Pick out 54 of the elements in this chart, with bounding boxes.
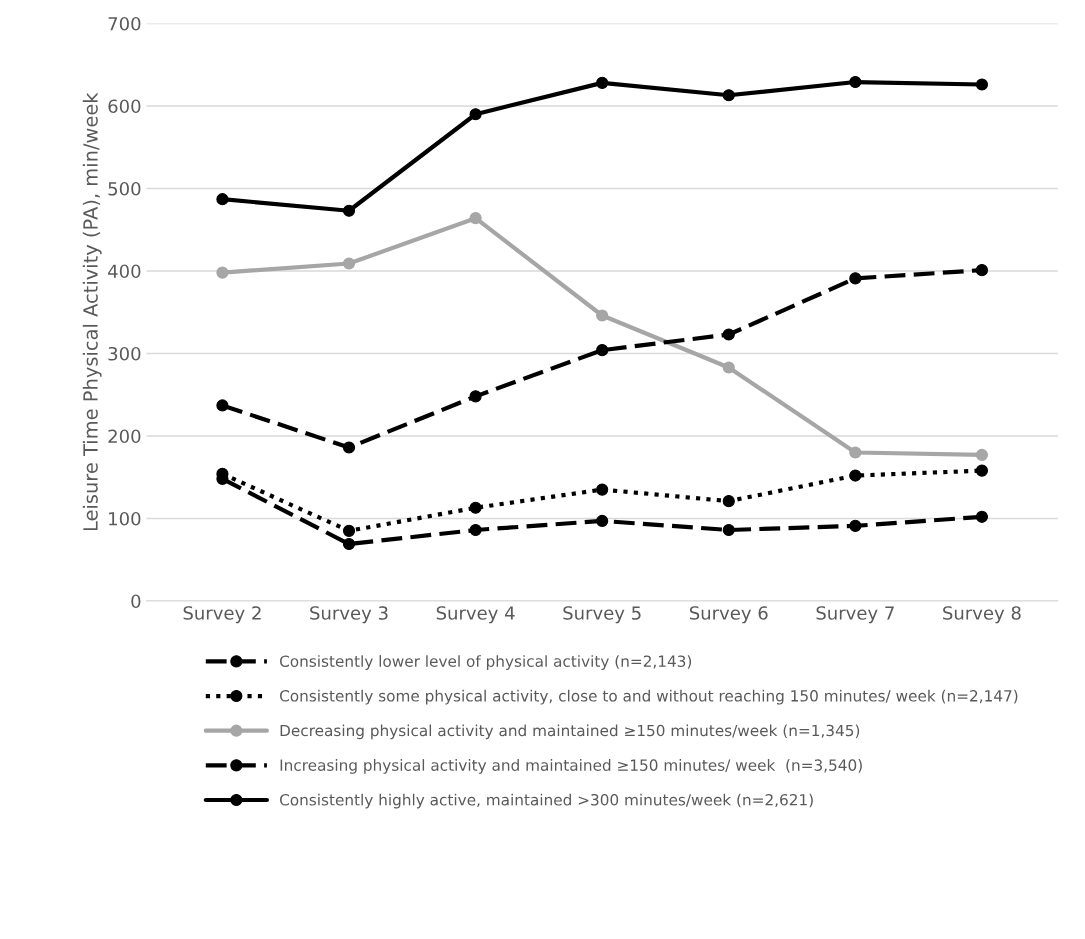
x-tick-label: Survey 8	[943, 606, 1021, 624]
point	[469, 108, 482, 121]
point	[342, 441, 356, 454]
point	[596, 514, 609, 528]
point	[722, 361, 735, 374]
y-tick-label: 600	[108, 99, 141, 114]
point	[975, 264, 988, 277]
point	[469, 212, 482, 225]
x-tick-label: Survey 3	[310, 606, 388, 624]
legend-label: Decreasing physical activity and maintained ≥150 minutes/week (n=1,345)	[280, 724, 860, 740]
point	[469, 523, 482, 537]
point	[975, 464, 988, 477]
point	[849, 519, 862, 532]
y-tick-label: 700	[108, 16, 141, 31]
y-tick-label: 400	[108, 264, 141, 279]
point	[975, 78, 988, 91]
point	[596, 483, 609, 496]
point	[596, 344, 609, 357]
point	[849, 272, 862, 285]
legend-label: Consistently highly active, maintained >300 minutes/week (n=2,621)	[279, 793, 813, 809]
point	[216, 266, 229, 279]
point	[849, 75, 862, 89]
point	[342, 204, 356, 217]
x-tick-label: Survey 2	[183, 606, 261, 624]
y-tick-label: 500	[108, 181, 141, 196]
point	[596, 76, 609, 89]
point	[342, 537, 356, 551]
legend-label: Consistently some physical activity, close to and without reaching 150 minutes/ week (n=2,147)	[279, 689, 1018, 705]
point	[216, 399, 229, 412]
y-axis-title: Leisure Time Physical Activity (PA), min/week	[82, 92, 102, 531]
x-tick-label: Survey 7	[816, 606, 894, 624]
point	[342, 257, 356, 270]
x-tick-label: Survey 4	[436, 606, 515, 624]
point	[975, 510, 988, 523]
point	[342, 524, 356, 537]
point	[722, 495, 735, 508]
point	[216, 193, 229, 206]
point	[469, 390, 482, 403]
y-tick-label: 200	[108, 429, 141, 444]
y-tick-label: 300	[108, 346, 141, 361]
point	[722, 328, 735, 341]
legend-label: Consistently lower level of physical activity (n=2,143)	[279, 655, 692, 670]
point	[849, 469, 862, 482]
point	[596, 309, 609, 322]
x-tick-label: Survey 6	[689, 606, 768, 624]
point	[722, 89, 735, 102]
point	[722, 523, 735, 537]
point	[469, 501, 482, 514]
y-tick-label: 0	[131, 594, 141, 609]
y-tick-label: 100	[109, 511, 141, 526]
legend-label: Increasing physical activity and maintained ≥150 minutes/ week (n=3,540)	[280, 759, 862, 774]
point	[975, 448, 988, 462]
x-tick-label: Survey 5	[563, 606, 641, 624]
point	[849, 446, 862, 459]
